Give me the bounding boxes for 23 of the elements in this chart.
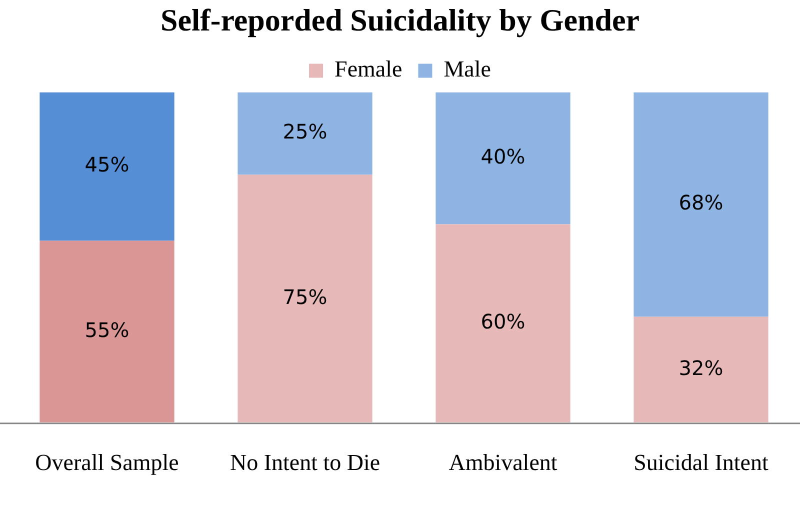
legend-label: Male: [444, 56, 491, 82]
x-tick-label: Ambivalent: [448, 450, 558, 476]
bar: [634, 316, 768, 422]
data-label: 68%: [678, 190, 724, 215]
data-label: 60%: [480, 310, 526, 334]
bar: [436, 92, 570, 224]
data-label: 75%: [282, 284, 328, 309]
data-label: 55%: [84, 318, 130, 342]
x-tick-label: No Intent to Die: [230, 450, 380, 476]
legend-label: Female: [334, 56, 402, 82]
bar: [238, 92, 372, 175]
bar: [238, 174, 372, 422]
chart-title: Self-reporded Suicidality by Gender: [160, 2, 640, 38]
data-label: 40%: [480, 144, 526, 168]
x-tick-label: Suicidal Intent: [634, 450, 769, 476]
data-label: 45%: [84, 152, 130, 177]
data-label: 32%: [678, 356, 724, 380]
data-label: 25%: [282, 120, 328, 144]
bar: [40, 240, 174, 422]
bar: [40, 92, 174, 241]
bar: [634, 92, 768, 317]
x-tick-label: Overall Sample: [35, 450, 179, 476]
bar: [436, 224, 570, 422]
